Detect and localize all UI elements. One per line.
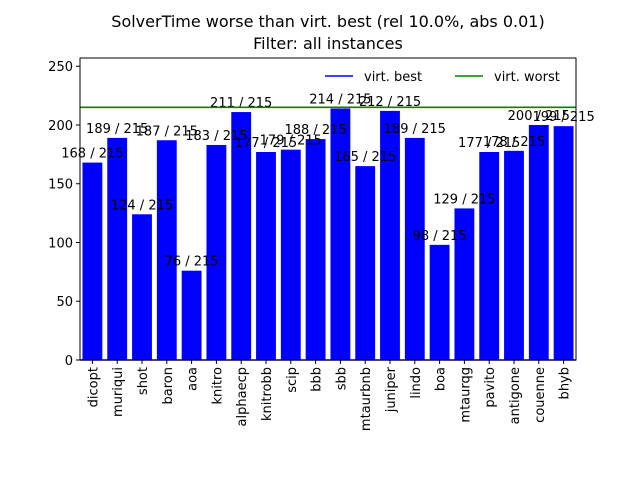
bar-label-baron: 187 / 215 (136, 124, 198, 139)
bar-label-antigone: 178 / 215 (483, 135, 545, 150)
bar-couenne (528, 124, 549, 360)
y-tick-label-200: 200 (48, 119, 73, 134)
y-tick-label-250: 250 (48, 60, 73, 75)
bar-label-scip: 179 / 215 (260, 134, 322, 149)
bar-labels-group: 168 / 215 189 / 215 124 / 215 187 / 215 76 /… (61, 93, 594, 270)
bar-mtaurbnb (355, 166, 376, 360)
bar-label-bbb: 188 / 215 (284, 123, 346, 138)
x-tick-label-mtaurqg: mtaurqg (458, 367, 473, 423)
x-tick-label-aoa: aoa (186, 367, 201, 391)
bar-label-boa: 98 / 215 (413, 229, 467, 244)
x-tick-label-shot: shot (136, 367, 151, 395)
bar-label-muriqui: 189 / 215 (86, 122, 148, 137)
bar-pavito (479, 152, 500, 360)
bar-label-dicopt: 168 / 215 (61, 147, 123, 162)
x-tick-label-antigone: antigone (508, 367, 523, 424)
bar-boa (429, 244, 450, 360)
bar-label-mtaurqg: 129 / 215 (433, 192, 495, 207)
bar-knitro (206, 144, 227, 360)
bar-aoa (181, 270, 202, 360)
bar-scip (280, 149, 301, 360)
bar-alphaecp (231, 112, 252, 360)
bar-label-mtaurbnb: 165 / 215 (334, 150, 396, 165)
bar-mtaurqg (454, 208, 475, 360)
bar-label-pavito: 177 / 215 (458, 136, 520, 151)
y-tick-label-0: 0 (65, 354, 73, 369)
x-tick-label-muriqui: muriqui (111, 367, 126, 417)
x-tick-label-baron: baron (161, 367, 176, 404)
legend: virt. best virt. worst (325, 70, 560, 85)
chart-subtitle: Filter: all instances (253, 34, 403, 53)
bar-label-aoa: 76 / 215 (165, 255, 219, 270)
x-tick-label-scip: scip (285, 367, 300, 393)
x-tick-label-knitrobb: knitrobb (260, 367, 275, 421)
y-tick-label-150: 150 (48, 178, 73, 193)
bar-bbb (305, 139, 326, 360)
bar-label-knitro: 183 / 215 (185, 129, 247, 144)
bars-group (82, 108, 574, 361)
x-tick-label-bbb: bbb (310, 367, 325, 392)
bar-baron (156, 140, 177, 360)
plot-frame (79, 57, 577, 361)
legend-label-1: virt. worst (494, 70, 560, 85)
bar-knitrobb (256, 152, 276, 360)
bar-lindo (404, 137, 425, 360)
chart-title: SolverTime worse than virt. best (rel 10… (111, 12, 544, 31)
y-tick-label-100: 100 (48, 236, 73, 251)
bar-label-knitrobb: 177 / 215 (235, 136, 297, 151)
bar-antigone (504, 150, 524, 360)
bar-label-shot: 124 / 215 (111, 198, 173, 213)
x-tick-label-couenne: couenne (533, 367, 548, 423)
x-tick-label-knitro: knitro (210, 367, 225, 405)
x-tick-label-bhyb: bhyb (558, 367, 573, 399)
bar-shot (132, 214, 152, 360)
axes-group: 0 50 100 150 200 250 dicopt muriqui shot baron aoa… (48, 57, 577, 431)
bar-dicopt (82, 162, 103, 360)
x-tick-label-alphaecp: alphaecp (235, 367, 250, 426)
bar-label-alphaecp: 211 / 215 (210, 96, 272, 111)
y-tick-label-50: 50 (56, 295, 73, 310)
bar-juniper (380, 110, 400, 360)
x-tick-label-sbb: sbb (334, 367, 349, 390)
x-tick-label-pavito: pavito (483, 367, 498, 408)
x-tick-label-boa: boa (434, 367, 449, 391)
bar-label-sbb: 214 / 215 (309, 93, 371, 108)
bar-muriqui (107, 137, 128, 360)
bar-label-couenne: 200 / 215 (508, 109, 570, 124)
x-tick-label-lindo: lindo (409, 367, 424, 399)
bar-label-juniper: 212 / 215 (359, 95, 421, 110)
legend-label-0: virt. best (364, 70, 422, 85)
bar-bhyb (553, 126, 574, 360)
bar-label-bhyb: 199 / 215 (532, 110, 594, 125)
x-tick-label-mtaurbnb: mtaurbnb (359, 367, 374, 431)
x-tick-label-dicopt: dicopt (86, 367, 101, 407)
bar-label-lindo: 189 / 215 (384, 122, 446, 137)
x-tick-label-juniper: juniper (384, 366, 399, 413)
bar-sbb (330, 108, 351, 361)
